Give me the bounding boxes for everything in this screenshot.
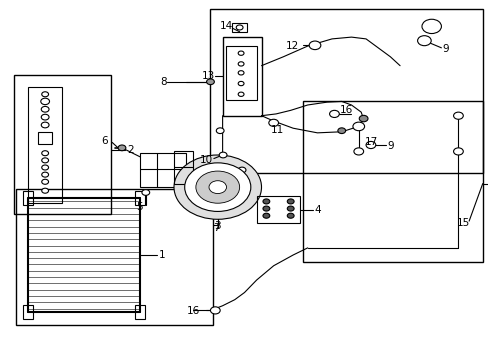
Text: 15: 15 [455, 218, 468, 228]
Bar [23, 191, 33, 205]
Circle shape [287, 206, 293, 211]
Text: 9: 9 [442, 44, 448, 54]
Circle shape [206, 79, 214, 85]
Bar [256, 196, 300, 223]
Circle shape [41, 158, 48, 163]
Circle shape [421, 19, 441, 33]
Circle shape [41, 107, 49, 112]
Bar [174, 152, 193, 184]
Circle shape [453, 112, 462, 119]
Bar [140, 153, 186, 187]
Circle shape [184, 163, 250, 211]
Circle shape [263, 213, 269, 218]
Bar [28, 87, 62, 203]
Circle shape [287, 213, 293, 218]
Circle shape [337, 128, 345, 134]
Bar [16, 189, 212, 325]
Circle shape [41, 114, 49, 120]
Circle shape [238, 71, 244, 75]
Circle shape [263, 199, 269, 204]
Text: 8: 8 [160, 77, 166, 87]
Bar [232, 23, 246, 32]
Bar [210, 9, 482, 173]
Circle shape [196, 171, 239, 203]
Circle shape [359, 115, 367, 122]
Text: 6: 6 [102, 136, 108, 146]
Text: 1: 1 [158, 250, 165, 260]
Circle shape [366, 141, 375, 149]
Circle shape [219, 152, 226, 158]
Text: 12: 12 [285, 41, 298, 51]
Text: 3: 3 [214, 221, 221, 231]
Circle shape [41, 98, 49, 105]
Circle shape [238, 51, 244, 55]
Circle shape [41, 165, 48, 170]
Circle shape [287, 199, 293, 204]
Circle shape [238, 92, 244, 96]
Circle shape [41, 92, 48, 97]
Circle shape [329, 111, 339, 117]
Circle shape [453, 148, 462, 155]
Text: 10: 10 [200, 156, 213, 165]
Text: 13: 13 [202, 71, 215, 81]
Text: 16: 16 [186, 306, 200, 316]
Text: 2: 2 [126, 145, 133, 155]
Bar [222, 37, 261, 116]
Circle shape [210, 307, 220, 314]
Bar [135, 191, 144, 205]
Circle shape [268, 119, 278, 126]
Circle shape [208, 181, 226, 194]
Circle shape [41, 151, 48, 156]
Circle shape [236, 25, 243, 30]
Circle shape [263, 206, 269, 211]
Text: 4: 4 [313, 205, 320, 215]
Circle shape [238, 62, 244, 66]
Circle shape [41, 188, 48, 193]
Text: 17: 17 [365, 138, 378, 148]
Bar [14, 75, 111, 214]
Circle shape [417, 36, 430, 46]
Circle shape [41, 179, 48, 184]
Circle shape [238, 81, 244, 86]
Bar [38, 132, 52, 144]
Circle shape [174, 155, 261, 219]
Circle shape [352, 122, 364, 131]
Bar [135, 305, 144, 319]
Circle shape [238, 167, 245, 173]
Circle shape [41, 172, 48, 177]
Text: 14: 14 [220, 21, 233, 31]
Text: 7: 7 [212, 223, 219, 233]
Circle shape [308, 41, 320, 50]
Circle shape [118, 145, 125, 151]
Bar [302, 102, 482, 262]
Text: 16: 16 [340, 105, 353, 115]
Text: 5: 5 [136, 202, 142, 212]
Circle shape [353, 148, 363, 155]
Circle shape [142, 190, 149, 195]
Text: 11: 11 [271, 125, 284, 135]
Text: 9: 9 [386, 141, 393, 151]
Bar [225, 46, 256, 100]
Bar [23, 305, 33, 319]
Circle shape [41, 122, 49, 128]
Circle shape [216, 128, 224, 134]
